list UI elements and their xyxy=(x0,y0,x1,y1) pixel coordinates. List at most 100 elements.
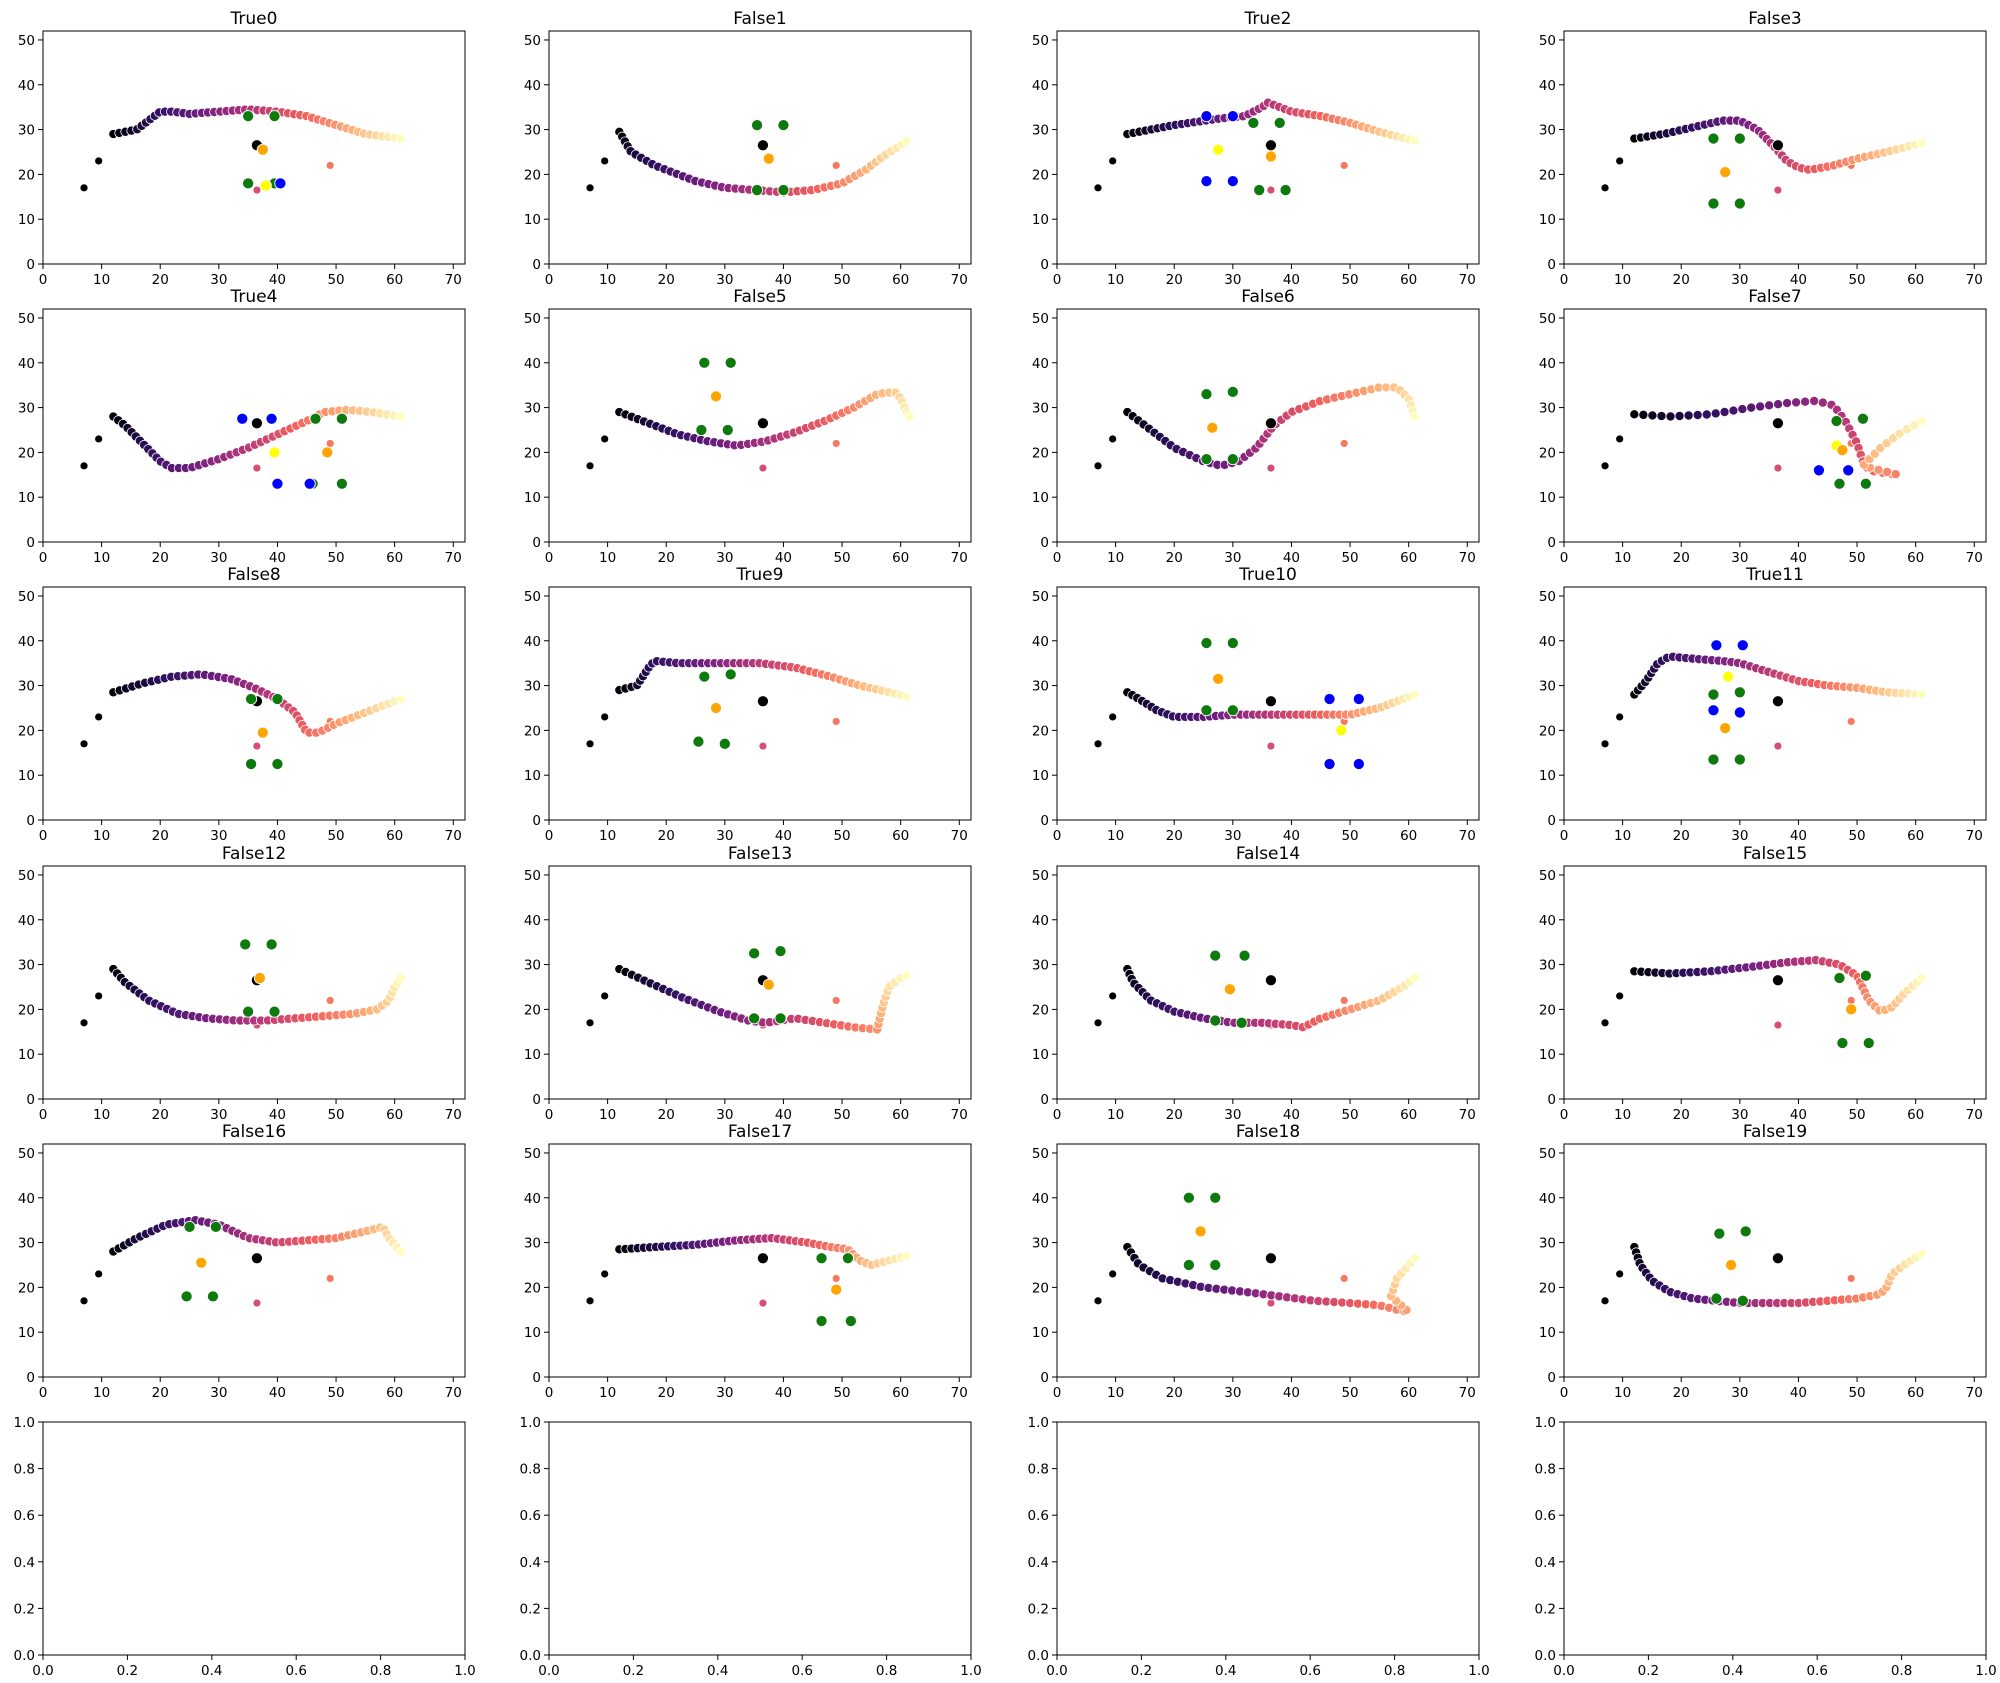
blue-marker xyxy=(1707,704,1720,717)
x-tick-label: 70 xyxy=(951,828,968,844)
green-marker xyxy=(815,1252,828,1265)
x-tick-label: 10 xyxy=(93,1385,110,1401)
x-tick-label: 40 xyxy=(775,828,792,844)
green-marker xyxy=(1226,453,1239,466)
green-marker xyxy=(1209,1014,1222,1027)
green-marker xyxy=(774,945,787,958)
y-tick-label: 1.0 xyxy=(1535,1415,1556,1431)
y-tick-label: 20 xyxy=(18,723,35,739)
x-tick-label: 20 xyxy=(1166,550,1183,566)
trajectory-point xyxy=(1773,399,1784,410)
yellow-marker xyxy=(1722,670,1735,683)
green-marker xyxy=(1733,197,1746,210)
orange-marker xyxy=(1719,166,1732,179)
reference-point xyxy=(325,439,335,448)
x-tick-label: 30 xyxy=(1224,1385,1241,1401)
black-marker xyxy=(1771,139,1784,152)
axes-frame xyxy=(42,586,466,821)
x-tick-label: 0.2 xyxy=(117,1663,138,1679)
green-marker xyxy=(1707,197,1720,210)
green-marker xyxy=(1200,636,1213,650)
green-marker xyxy=(1247,116,1260,129)
x-tick-label: 0 xyxy=(1560,272,1569,288)
green-marker xyxy=(271,757,284,771)
green-marker xyxy=(844,1314,857,1328)
y-tick-label: 30 xyxy=(524,1236,541,1252)
x-tick-label: 30 xyxy=(210,1385,227,1401)
y-tick-label: 30 xyxy=(1032,401,1049,417)
green-marker xyxy=(1226,385,1239,398)
history-point xyxy=(1615,434,1625,444)
x-tick-label: 40 xyxy=(1283,828,1300,844)
axes-frame xyxy=(1563,1421,1987,1656)
reference-point xyxy=(1773,463,1783,473)
orange-marker xyxy=(253,971,266,985)
y-tick-label: 0.0 xyxy=(520,1648,541,1664)
green-marker xyxy=(724,356,737,369)
trajectory-point xyxy=(1710,408,1721,419)
history-point xyxy=(79,461,89,471)
black-marker xyxy=(756,417,769,430)
y-tick-label: 30 xyxy=(1032,958,1049,974)
y-tick-label: 50 xyxy=(18,311,35,327)
reference-point xyxy=(1266,1298,1276,1308)
blue-marker xyxy=(1226,175,1239,188)
green-marker xyxy=(1733,132,1746,145)
axes-frame xyxy=(1056,308,1480,543)
history-point xyxy=(585,1018,595,1028)
y-tick-label: 0 xyxy=(26,535,35,551)
trajectory-point xyxy=(901,691,912,702)
history-point xyxy=(585,461,595,471)
y-tick-label: 0.0 xyxy=(1028,1648,1049,1664)
x-tick-label: 40 xyxy=(269,550,286,566)
y-tick-label: 50 xyxy=(1539,589,1556,605)
green-marker xyxy=(1859,969,1872,982)
green-marker xyxy=(1736,1294,1749,1307)
x-tick-label: 70 xyxy=(951,550,968,566)
x-tick-label: 50 xyxy=(1848,272,1865,288)
history-point xyxy=(94,1269,104,1279)
orange-marker xyxy=(762,978,775,991)
black-marker xyxy=(1771,974,1784,987)
x-tick-label: 30 xyxy=(716,272,733,288)
green-marker xyxy=(1226,636,1239,650)
y-tick-label: 50 xyxy=(18,33,35,49)
reference-point xyxy=(1846,996,1856,1005)
blue-marker xyxy=(1352,692,1365,706)
x-tick-label: 50 xyxy=(327,550,344,566)
y-tick-label: 10 xyxy=(524,768,541,784)
x-tick-label: 0 xyxy=(39,550,48,566)
trajectory-point xyxy=(1764,400,1775,411)
y-tick-label: 10 xyxy=(18,490,35,506)
subplot-title: False5 xyxy=(733,287,787,307)
subplot-title: False13 xyxy=(728,844,792,864)
trajectory-point xyxy=(395,133,406,144)
axes-frame xyxy=(548,30,972,265)
green-marker xyxy=(748,1012,761,1025)
x-tick-label: 0.0 xyxy=(1046,1663,1067,1679)
blue-marker xyxy=(265,412,278,425)
trajectory-point xyxy=(1916,138,1927,149)
blue-marker xyxy=(271,477,284,490)
trajectory-point xyxy=(1916,1248,1927,1259)
history-point xyxy=(1615,1269,1625,1279)
axes-frame xyxy=(548,308,972,543)
green-marker xyxy=(1200,704,1213,717)
x-tick-label: 0 xyxy=(545,1385,554,1401)
y-tick-label: 50 xyxy=(1539,311,1556,327)
x-tick-label: 20 xyxy=(1166,272,1183,288)
y-tick-label: 30 xyxy=(524,958,541,974)
reference-point xyxy=(831,717,841,726)
black-marker xyxy=(250,417,263,430)
history-point xyxy=(585,739,595,749)
y-tick-label: 20 xyxy=(524,1002,541,1018)
trajectory-point xyxy=(1916,973,1927,984)
x-tick-label: 30 xyxy=(210,550,227,566)
y-tick-label: 10 xyxy=(524,490,541,506)
history-point xyxy=(1600,461,1610,471)
x-tick-label: 30 xyxy=(1731,550,1748,566)
x-tick-label: 70 xyxy=(1966,1385,1983,1401)
y-tick-label: 10 xyxy=(1539,490,1556,506)
trajectory-point xyxy=(1683,410,1694,421)
green-marker xyxy=(1182,1258,1195,1272)
